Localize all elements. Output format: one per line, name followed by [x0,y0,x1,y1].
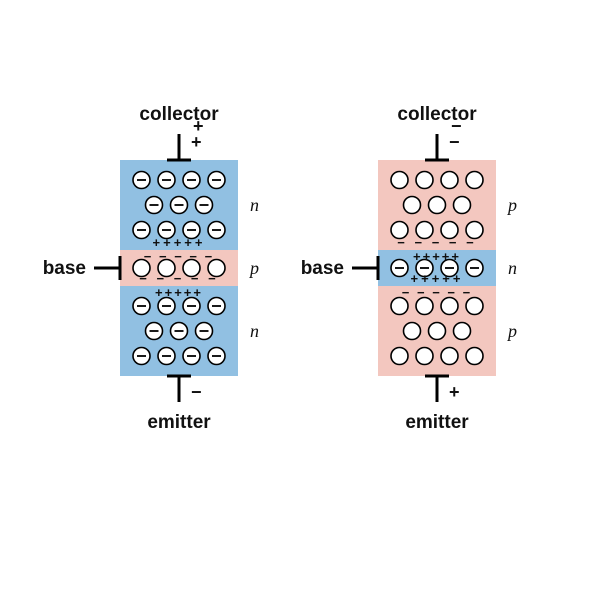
region-type-label: p [506,195,517,215]
junction-charges: − − − − − [139,271,218,286]
collector-label: collector [397,104,477,125]
svg-text:−: − [449,132,460,152]
junction-charges: +++++ [411,271,464,286]
region-type-label: n [508,258,517,278]
svg-text:+: + [449,382,460,402]
region-type-label: p [248,258,259,278]
junction-charges: +++++ [413,249,461,264]
junction-charges: − − − − − [144,249,214,264]
junction-charges: +++++ [155,285,203,300]
svg-text:+: + [191,132,202,152]
svg-text:−: − [191,382,202,402]
transistor-npn: npn+++++− − − − −− − − − −+++++++−collec… [43,104,259,433]
collector-label: collector [139,104,219,125]
base-label: base [43,258,86,279]
base-label: base [301,258,344,279]
transistor-pnp: pnp− − − − −++++++++++− − − − −−−+collec… [301,104,517,433]
transistor-diagram: npn+++++− − − − −− − − − −+++++++−collec… [0,0,600,600]
emitter-label: emitter [405,412,469,433]
junction-charges: +++++ [153,235,206,250]
emitter-label: emitter [147,412,211,433]
region-type-label: n [250,195,259,215]
region-type-label: p [506,321,517,341]
junction-charges: − − − − − [402,285,472,300]
region-type-label: n [250,321,259,341]
junction-charges: − − − − − [397,235,476,250]
